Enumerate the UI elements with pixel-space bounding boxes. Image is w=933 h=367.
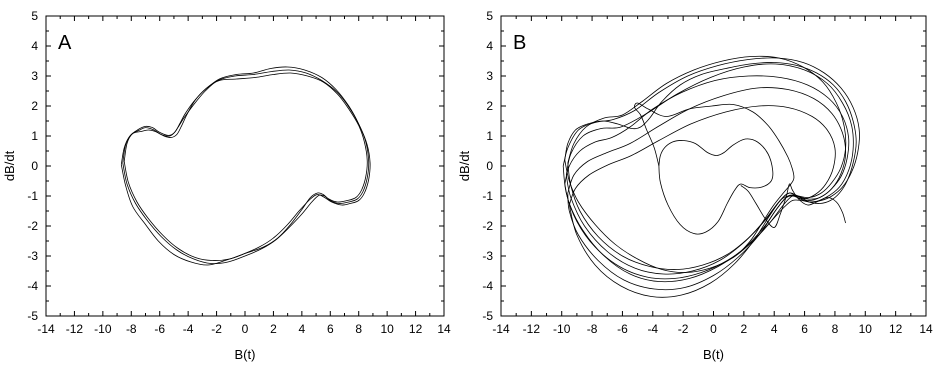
x-tick-label-a: 6 (327, 322, 334, 336)
x-tick-label-b: -12 (523, 322, 541, 336)
y-tick-label-b: 3 (486, 69, 493, 83)
x-tick-label-a: 12 (409, 322, 423, 336)
trajectory-line-b-2 (567, 55, 847, 270)
x-tick-label-a: 14 (437, 322, 451, 336)
y-tick-label-a: -3 (27, 249, 38, 263)
x-tick-label-b: 0 (710, 322, 717, 336)
trajectory-line-b-5 (564, 75, 850, 283)
trajectory-line-a-3 (123, 72, 368, 261)
x-tick-label-b: -8 (587, 322, 598, 336)
axis-ticks-b: -14 -12 -10 -8 -6 -4 -2 0 2 4 6 8 10 12 14-5-4-3-2-101… (482, 9, 933, 336)
y-tick-label-b: 5 (486, 9, 493, 23)
trajectory-line-b-6 (567, 87, 847, 291)
y-tick-label-a: 5 (31, 9, 38, 23)
trajectory-line-b-4 (565, 63, 854, 275)
x-tick-label-b: 8 (832, 322, 839, 336)
trajectory-curves-a (120, 66, 371, 266)
plot-frame-b (500, 15, 927, 317)
trajectory-line-b-7 (568, 105, 836, 298)
x-tick-label-a: -2 (211, 322, 222, 336)
trajectory-line-b-10 (740, 183, 846, 228)
trajectory-line-a-2 (120, 69, 371, 266)
y-tick-label-a: 4 (31, 39, 38, 53)
x-tick-label-b: 14 (919, 322, 933, 336)
y-tick-label-a: -1 (27, 189, 38, 203)
x-tick-label-b: 6 (801, 322, 808, 336)
x-tick-label-b: 2 (741, 322, 748, 336)
x-tick-label-a: 10 (380, 322, 394, 336)
x-tick-label-a: 8 (355, 322, 362, 336)
y-tick-label-b: -2 (482, 219, 493, 233)
y-tick-label-b: 1 (486, 129, 493, 143)
x-tick-label-a: -14 (37, 322, 55, 336)
y-tick-label-b: 4 (486, 39, 493, 53)
x-tick-label-a: -6 (154, 322, 165, 336)
y-tick-label-b: -1 (482, 189, 493, 203)
x-tick-label-a: -10 (94, 322, 112, 336)
x-tick-label-a: 0 (242, 322, 249, 336)
trajectory-line-b-3 (562, 57, 860, 280)
x-axis-label-b: B(t) (703, 347, 724, 362)
chart-panel-b: B B(t) dB/dt -14 -12 -10 -8 -6 -4 -2 0 2 4 6 8 10 12 1… (457, 9, 933, 362)
y-tick-label-b: -5 (482, 309, 493, 323)
trajectory-curves-b (562, 55, 860, 298)
panel-label-a: A (58, 32, 72, 54)
y-tick-label-a: -5 (27, 309, 38, 323)
trajectory-line-a-1 (122, 66, 370, 265)
trajectory-line-b-8 (658, 138, 774, 235)
x-axis-label-a: B(t) (235, 347, 256, 362)
chart-panel-a: A B(t) dB/dt -14 -12 -10 -8 -6 -4 -2 0 2 4 6 8 10 12 1… (2, 9, 451, 362)
panel-label-b: B (513, 32, 526, 54)
y-tick-label-a: 2 (31, 99, 38, 113)
axis-ticks-a: -14 -12 -10 -8 -6 -4 -2 0 2 4 6 8 10 12 14-5-4-3-2-101… (27, 9, 451, 336)
y-tick-label-b: 0 (486, 159, 493, 173)
x-tick-label-b: -10 (553, 322, 571, 336)
y-tick-label-a: 1 (31, 129, 38, 143)
x-tick-label-b: 4 (771, 322, 778, 336)
y-tick-label-b: 2 (486, 99, 493, 113)
y-tick-label-b: -4 (482, 279, 493, 293)
trajectory-line-b-1 (564, 62, 857, 273)
trajectory-line-b-9 (634, 102, 795, 252)
x-tick-label-b: -2 (678, 322, 689, 336)
y-tick-label-a: 3 (31, 69, 38, 83)
y-tick-label-a: -2 (27, 219, 38, 233)
y-axis-label-a: dB/dt (2, 150, 17, 181)
x-tick-label-a: -8 (126, 322, 137, 336)
plot-frame-a (45, 15, 445, 317)
y-tick-label-b: -3 (482, 249, 493, 263)
y-axis-label-b: dB/dt (457, 150, 472, 181)
x-tick-label-b: 10 (859, 322, 873, 336)
y-tick-label-a: 0 (31, 159, 38, 173)
x-tick-label-b: -6 (617, 322, 628, 336)
x-tick-label-b: -14 (492, 322, 510, 336)
x-tick-label-b: -4 (647, 322, 658, 336)
x-tick-label-a: 2 (270, 322, 277, 336)
x-tick-label-a: 4 (299, 322, 306, 336)
y-tick-label-a: -4 (27, 279, 38, 293)
x-tick-label-a: -12 (66, 322, 84, 336)
x-tick-label-b: 12 (889, 322, 903, 336)
x-tick-label-a: -4 (183, 322, 194, 336)
